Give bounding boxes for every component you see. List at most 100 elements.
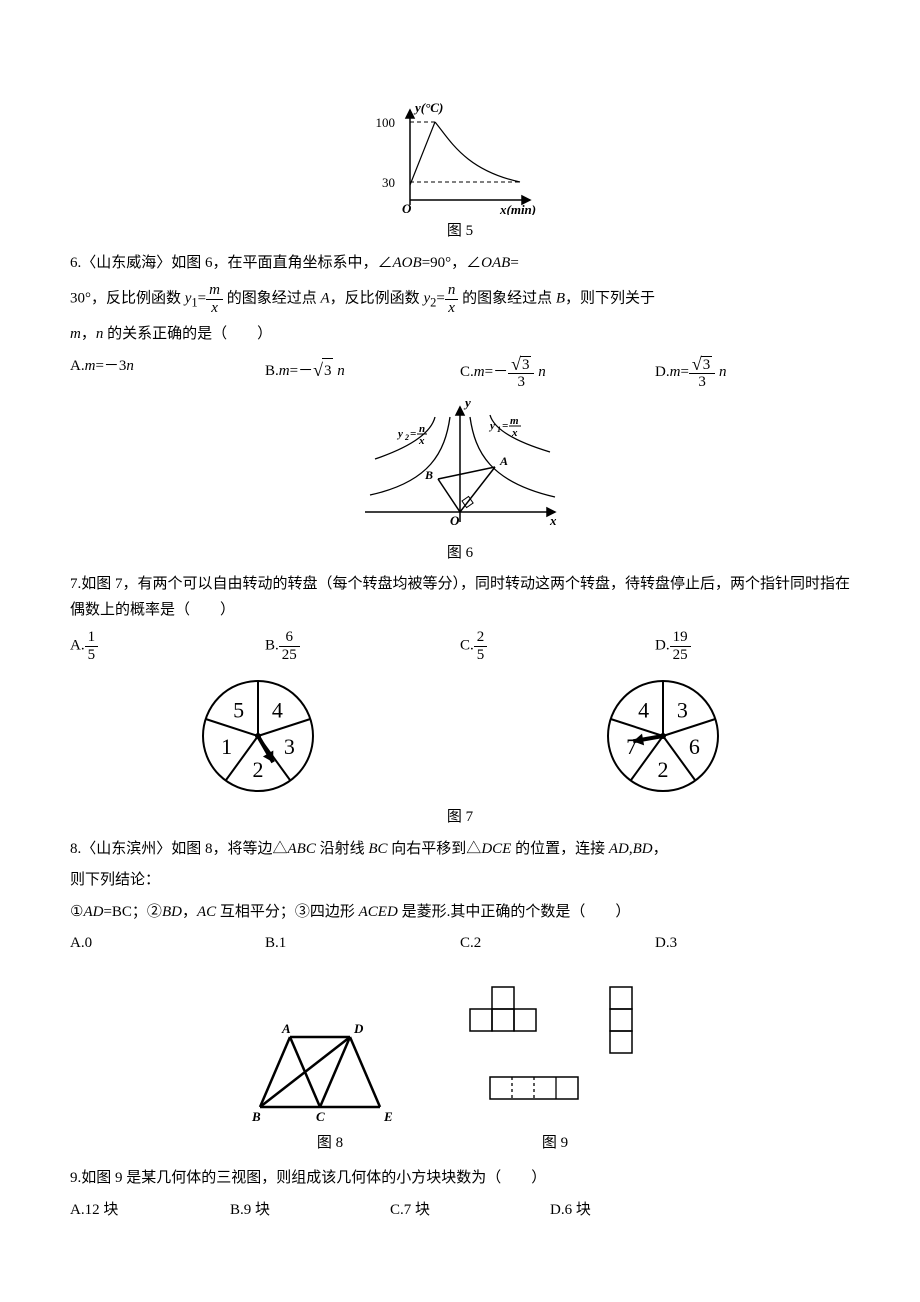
fig5-xlabel: x(min) <box>499 202 536 215</box>
fig8-9-row: ADBCE 图 8 图 9 <box>70 977 850 1161</box>
svg-text:E: E <box>383 1109 393 1124</box>
q8-ad2: AD <box>83 904 103 920</box>
q6-drad: 3 <box>701 356 713 374</box>
q6-frac2: nx <box>445 282 459 316</box>
q6-be: =－ <box>290 363 313 379</box>
q6-oab: OAB <box>481 255 510 271</box>
svg-text:A: A <box>281 1021 291 1036</box>
svg-text:3: 3 <box>283 734 294 759</box>
q8-optB: B.1 <box>265 931 460 957</box>
svg-text:6: 6 <box>688 734 699 759</box>
q6-f1n: m <box>206 282 223 300</box>
q8-optC: C.2 <box>460 931 655 957</box>
q6-dp: D. <box>655 364 670 380</box>
q7-cf: 25 <box>474 629 488 663</box>
q6-cfrac: √33 <box>508 354 534 391</box>
fig6-y2d: x <box>418 435 425 447</box>
q6-f2d: x <box>445 300 459 317</box>
fig7-left: 12534 <box>193 671 323 801</box>
q7-cp: C. <box>460 638 474 654</box>
fig5-tick100: 100 <box>376 115 396 130</box>
fig6-container: A B y x O y1= mx y2= nx <box>70 397 850 537</box>
q6-l2b: 的图象经过点 <box>223 290 321 306</box>
q6-br: 3 <box>322 358 334 385</box>
fig5-container: 100 30 y(°C) x(min) O <box>70 100 850 215</box>
svg-text:4: 4 <box>638 698 649 723</box>
q7-optB: B.625 <box>265 629 460 663</box>
q6-t1: 6.〈山东威海〉如图 6，在平面直角坐标系中，∠ <box>70 255 393 271</box>
q6-bn: n <box>333 363 344 379</box>
svg-text:5: 5 <box>233 698 244 723</box>
q8-dce: DCE <box>481 841 511 857</box>
svg-text:7: 7 <box>626 734 637 759</box>
q8-tb: 沿射线 <box>316 841 369 857</box>
q6-optA: A.m=－3n <box>70 354 265 391</box>
q8-ad: AD <box>609 841 629 857</box>
fig6-y1e: = <box>502 420 508 432</box>
fig6-x: x <box>549 513 557 528</box>
q6-eq1: = <box>198 290 206 306</box>
fig8-svg: ADBCE <box>250 1017 410 1127</box>
q7-bp: B. <box>265 638 279 654</box>
fig6-y1d: x <box>511 427 518 439</box>
fig9-caption: 图 9 <box>440 1131 670 1157</box>
q6-optC: C.m=－√33 n <box>460 354 655 391</box>
q6-optD: D.m=√33 n <box>655 354 850 391</box>
q8-td: 的位置，连接 <box>511 841 609 857</box>
q6-dnum: √3 <box>689 354 715 375</box>
fig6-O: O <box>450 513 460 528</box>
q7-text: 7.如图 7，有两个可以自由转动的转盘（每个转盘均被等分），同时转动这两个转盘，… <box>70 572 850 623</box>
q7-ad: 5 <box>85 647 99 664</box>
q7-df: 1925 <box>670 629 691 663</box>
q8-line2: 则下列结论： <box>70 868 850 894</box>
q7-af: 15 <box>85 629 99 663</box>
q6-f1d: x <box>206 300 223 317</box>
q6-cm: m <box>474 364 485 380</box>
q6-B: B <box>556 290 565 306</box>
q8-te: ， <box>653 841 668 857</box>
q8-bd2: BD <box>162 904 182 920</box>
svg-text:C: C <box>316 1109 325 1124</box>
q6-an: n <box>126 358 134 374</box>
fig9-col: 图 9 <box>440 977 670 1161</box>
q8-3c: ， <box>182 904 197 920</box>
q9-optA: A.12 块 <box>70 1198 190 1224</box>
fig5-svg: 100 30 y(°C) x(min) O <box>370 100 550 215</box>
fig6-y1l: y <box>488 420 495 432</box>
q6-cp: C. <box>460 364 474 380</box>
svg-text:3: 3 <box>676 698 687 723</box>
q8-optD: D.3 <box>655 931 850 957</box>
q6-l2d: 的图象经过点 <box>458 290 556 306</box>
q6-t3: = <box>510 255 518 271</box>
q7-an: 1 <box>85 629 99 647</box>
q8-3d: 互相平分；③四边形 <box>216 904 359 920</box>
q6-ae: =－3 <box>95 358 126 374</box>
q6-f2n: n <box>445 282 459 300</box>
q8-bc: BC <box>368 841 387 857</box>
q6-optB: B.m=－√3 n <box>265 354 460 391</box>
q8-optA: A.0 <box>70 931 265 957</box>
q7-optC: C.25 <box>460 629 655 663</box>
fig7-caption: 图 7 <box>70 805 850 831</box>
q9-text: 9.如图 9 是某几何体的三视图，则组成该几何体的小方块块数为（ ） <box>70 1166 850 1192</box>
q6-de: = <box>680 364 688 380</box>
fig7-right: 27643 <box>598 671 728 801</box>
q9-optD: D.6 块 <box>550 1198 670 1224</box>
fig6-A: A <box>499 454 508 468</box>
q6-ce: =－ <box>485 364 508 380</box>
q9-optC: C.7 块 <box>390 1198 510 1224</box>
q6-eq2: = <box>436 290 444 306</box>
q9-options: A.12 块 B.9 块 C.7 块 D.6 块 <box>70 1198 850 1224</box>
q8-options: A.0 B.1 C.2 D.3 <box>70 931 850 957</box>
q8-line1: 8.〈山东滨州〉如图 8，将等边△ABC 沿射线 BC 向右平移到△DCE 的位… <box>70 837 850 863</box>
fig6-y: y <box>463 397 471 410</box>
q6-l2e: ，则下列关于 <box>565 290 655 306</box>
q6-l2c: ，反比例函数 <box>330 290 424 306</box>
q7-cd: 5 <box>474 647 488 664</box>
q7-bn: 6 <box>279 629 300 647</box>
q8-3b: =BC；② <box>103 904 161 920</box>
svg-text:1: 1 <box>221 734 232 759</box>
svg-text:4: 4 <box>271 698 282 723</box>
q7-dd: 25 <box>670 647 691 664</box>
fig7-container: 12534 27643 <box>70 671 850 801</box>
